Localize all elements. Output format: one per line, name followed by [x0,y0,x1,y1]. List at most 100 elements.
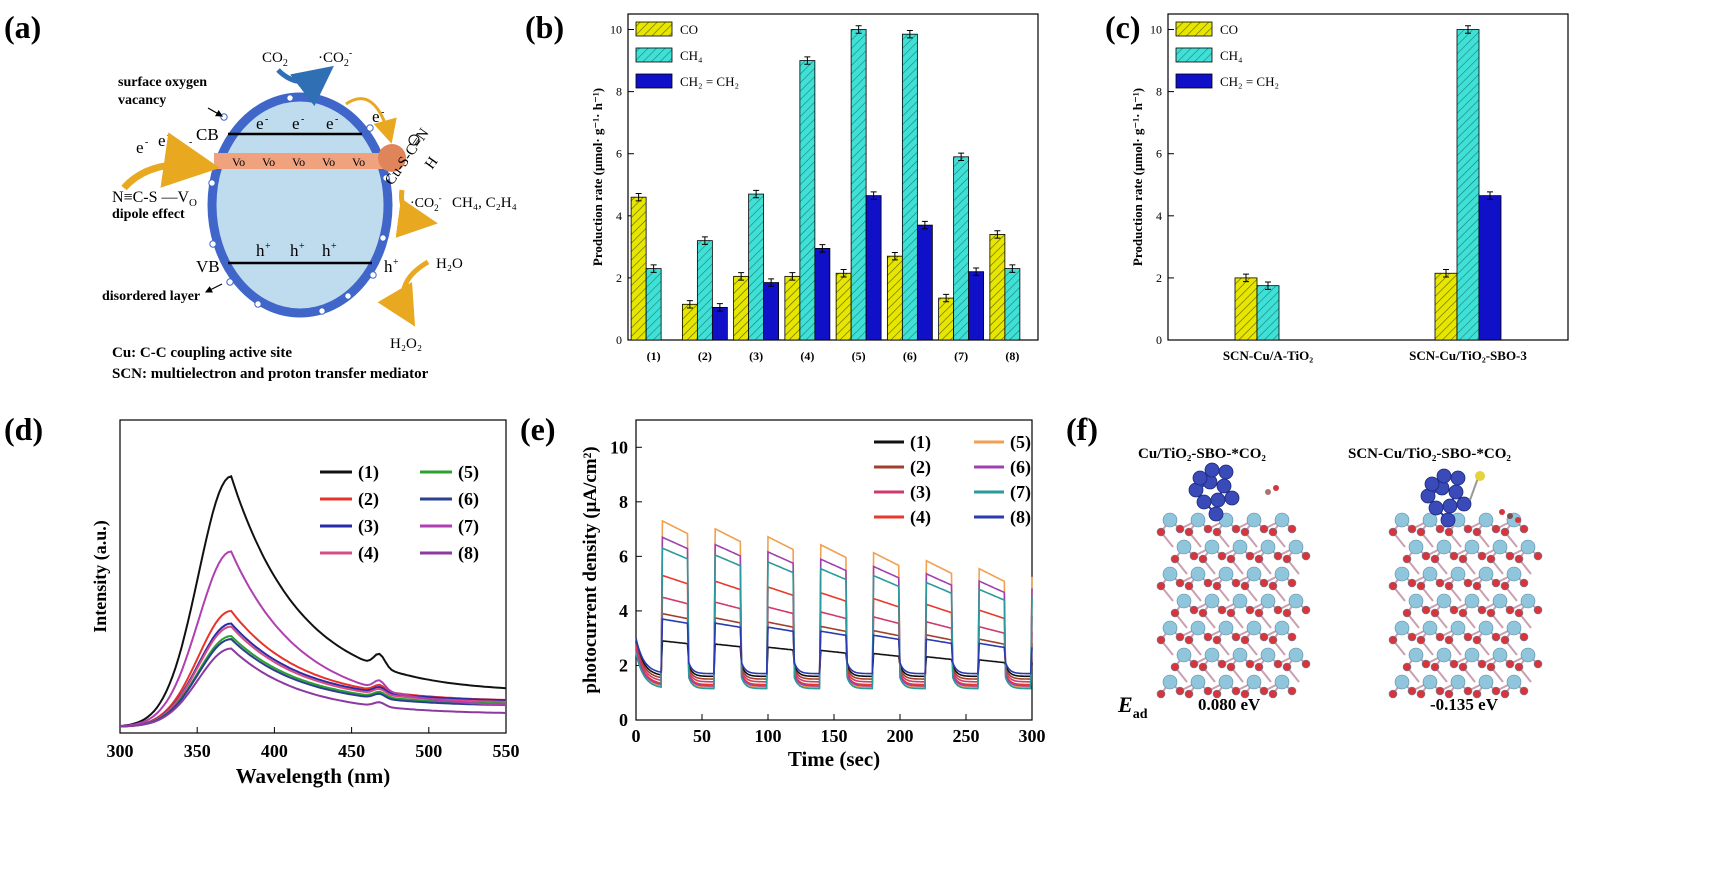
oxygen-atom [1472,689,1482,699]
cu-caption: Cu: C-C coupling active site [112,345,292,361]
oxygen-atom [1407,524,1417,534]
co2-atom [1265,489,1271,495]
oxygen-atom [1198,608,1208,618]
legend-label: (3) [358,516,379,537]
legend-swatch [1175,73,1213,89]
legend-label: (8) [1010,507,1031,528]
oxygen-atom [1198,554,1208,564]
oxygen-atom [1416,635,1426,645]
oxygen-atom [1435,524,1445,534]
oxygen-atom [1449,605,1459,615]
oxygen-atom [1301,605,1311,615]
titanium-atom [1246,566,1262,582]
titanium-atom [1478,674,1494,690]
oxygen-atom [1388,635,1398,645]
oxygen-atom [1226,608,1236,618]
oxygen-atom [1245,551,1255,561]
svg-text:-: - [167,130,170,141]
oxygen-atom [1519,524,1529,534]
oxygen-atom [1189,605,1199,615]
x-tick-label: (2) [698,349,712,363]
panel-label-e: (e) [520,411,556,447]
particle-core [207,92,393,318]
cu-atom [1424,476,1440,492]
error-bar [1009,264,1016,273]
oxygen-atom [1259,578,1269,588]
oxygen-atom [1240,527,1250,537]
vacancy-band [214,153,384,169]
oxygen-atom [1407,578,1417,588]
bar-CO [1434,272,1458,341]
x-tick-label: 450 [338,741,365,761]
titanium-atom [1218,566,1234,582]
x-tick-label: 250 [953,726,980,746]
bar-CH₂ = CH₂ [968,271,985,341]
oxygen-atom [1287,578,1297,588]
oxygen-atom [1444,635,1454,645]
oxygen-atom [1486,662,1496,672]
svg-text:+: + [265,241,271,252]
titanium-atom [1246,620,1262,636]
bar-CO [989,234,1006,341]
cu-atom [1456,496,1472,512]
oxygen-atom [1212,581,1222,591]
oxygen-atom [1444,689,1454,699]
oxygen-atom [1203,578,1213,588]
x-tick-label: (4) [800,349,814,363]
panel-label-d: (d) [4,411,43,447]
x-tick-label: 500 [415,741,442,761]
vo-1: Vo [232,155,245,169]
oxygen-atom [1416,527,1426,537]
y-axis-label: Production rate (μmol· g⁻¹· h⁻¹) [590,88,605,266]
bar-CO [886,255,903,341]
titanium-atom [1422,512,1438,528]
titanium-atom [1520,539,1536,555]
oxygen-atom [1430,554,1440,564]
oxygen-atom [1402,662,1412,672]
oxygen-atom [1402,608,1412,618]
surface-vacancy-line2: vacancy [118,93,166,108]
legend-label: CH₂ = CH₂ [1220,74,1279,89]
product-arrow [395,189,438,238]
cu-atom [1192,470,1208,486]
cu-atom [1208,506,1224,522]
cu-atom [1196,494,1212,510]
oxygen-atom [1268,581,1278,591]
error-bar [768,278,775,287]
hole-4: h [384,257,393,276]
y-tick-label: 8 [1156,85,1162,99]
left-energy: 0.080 eV [1198,695,1261,714]
bar-CH₂ = CH₂ [865,195,882,341]
error-bar [738,272,745,281]
oxygen-atom [1472,527,1482,537]
oxygen-atom [1533,659,1543,669]
titanium-atom [1506,620,1522,636]
photocurrent-(2) [635,612,1033,680]
oxygen-atom [1259,686,1269,696]
oxygen-atom [1282,608,1292,618]
y-tick-label: 6 [619,546,628,566]
titanium-atom [1218,620,1234,636]
x-tick-label: (7) [954,349,968,363]
bar-CO [733,275,750,341]
photocurrent-(3) [635,596,1033,683]
x-axis-label: Wavelength (nm) [236,764,391,788]
error-bar [870,191,877,200]
h-label: H [422,154,441,172]
oxygen-atom [1430,662,1440,672]
titanium-atom [1478,512,1494,528]
oxygen-atom [1463,632,1473,642]
oxygen-atom [1175,578,1185,588]
electron-cb-3: e [326,114,334,133]
legend-label: (4) [910,507,931,528]
titanium-atom [1478,620,1494,636]
legend-label: (3) [910,482,931,503]
oxygen-atom [1519,632,1529,642]
cu-atom [1436,468,1452,484]
electron-left-3: e [180,138,188,157]
titanium-atom [1288,593,1304,609]
titanium-atom [1246,512,1262,528]
cu-atom [1216,478,1232,494]
oxygen-atom [1189,551,1199,561]
left-structure-title: Cu/TiO₂-SBO-*CO₂ [1138,446,1266,462]
